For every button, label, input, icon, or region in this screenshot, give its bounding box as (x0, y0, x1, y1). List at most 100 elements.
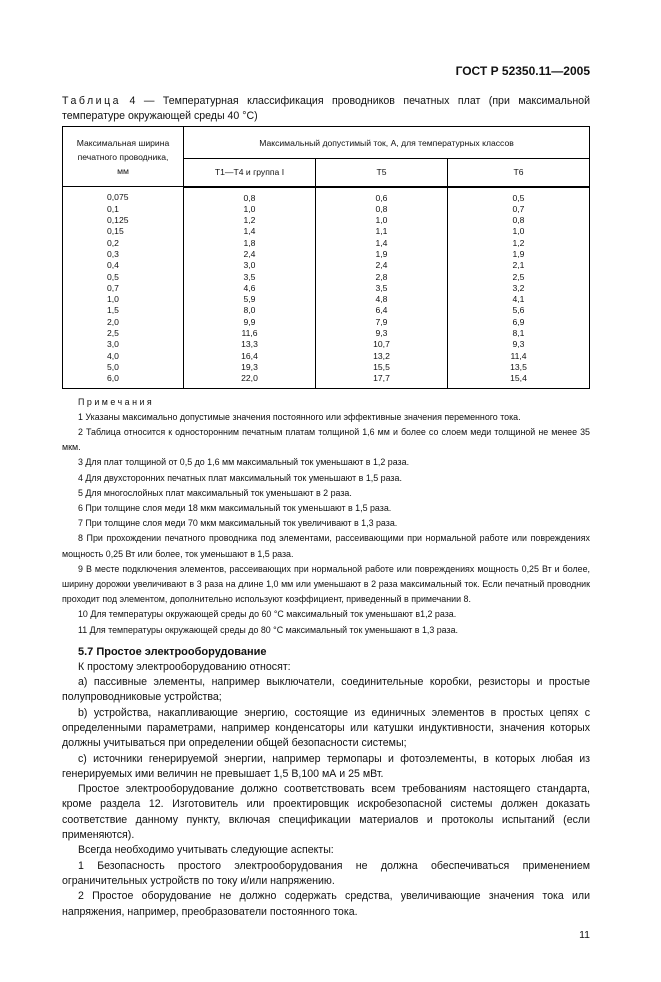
notes-title: Примечания (78, 396, 155, 407)
table-cell: 1,8 (183, 237, 316, 249)
table-cell: 1,2 (447, 237, 590, 249)
note-item: 1 Указаны максимально допустимые значени… (78, 411, 521, 422)
section-5-7: 5.7 Простое электрооборудование К просто… (62, 644, 590, 920)
table-row: 5,0 19,3 15,5 13,5 (62, 361, 590, 374)
table-row: 0,075 0,8 0,6 0,5 (62, 186, 590, 204)
table-cell: 4,1 (447, 294, 590, 306)
col-header-t5: Т5 (315, 158, 448, 188)
table-cell: 0,8 (183, 186, 316, 204)
table-cell: 6,4 (315, 305, 448, 317)
table-cell: 1,4 (315, 237, 448, 249)
note-item: 10 Для температуры окружающей среды до 6… (78, 609, 457, 620)
table-row: 4,0 16,4 13,2 11,4 (62, 350, 590, 362)
table-cell: 13,3 (183, 339, 316, 351)
section-title: 5.7 Простое электрооборудование (78, 645, 267, 658)
table-caption: Таблица 4 — Температурная классификация … (62, 94, 590, 124)
table-cell: 2,4 (183, 248, 316, 261)
section-paragraph: 2 Простое оборудование не должно содержа… (62, 890, 590, 918)
note-item: 2 Таблица относится к односторонним печа… (62, 426, 590, 453)
table-cell: 19,3 (183, 361, 316, 374)
section-paragraph: 1 Безопасность простого электрооборудова… (62, 859, 590, 887)
page-number: 11 (579, 928, 590, 941)
table-cell: 3,0 (62, 339, 184, 351)
table-cell: 1,9 (447, 248, 590, 261)
table-row: 1,5 8,0 6,4 5,6 (62, 305, 590, 317)
table-cell: 0,075 (62, 186, 184, 204)
table-row: 0,7 4,6 3,5 3,2 (62, 282, 590, 295)
table-cell: 0,5 (447, 186, 590, 204)
table-cell: 17,7 (315, 373, 448, 389)
table-cell: 13,2 (315, 350, 448, 362)
standard-header: ГОСТ Р 52350.11—2005 (455, 64, 590, 78)
table-cell: 4,6 (183, 282, 316, 295)
table-cell: 1,0 (183, 203, 316, 216)
table-row: 0,4 3,0 2,4 2,1 (62, 260, 590, 272)
table-cell: 2,0 (62, 316, 184, 329)
table-cell: 4,0 (62, 350, 184, 362)
table-cell: 13,5 (447, 361, 590, 374)
section-paragraph: b) устройства, накапливающие энергию, со… (62, 706, 590, 750)
table-cell: 2,5 (447, 271, 590, 283)
table-cell: 5,0 (62, 361, 184, 374)
table-row: 6,0 22,0 17,7 15,4 (62, 373, 590, 389)
table-cell: 3,2 (447, 282, 590, 295)
table-row: 0,15 1,4 1,1 1,0 (62, 226, 590, 238)
note-item: 5 Для многослойных плат максимальный ток… (78, 487, 352, 498)
section-paragraph: a) пассивные элементы, например выключат… (62, 676, 590, 704)
table-cell: 1,1 (315, 226, 448, 238)
table-cell: 4,8 (315, 294, 448, 306)
table-cell: 2,1 (447, 260, 590, 272)
table-cell: 8,0 (183, 305, 316, 317)
table-cell: 15,4 (447, 373, 590, 389)
table-cell: 9,3 (447, 339, 590, 351)
table-cell: 10,7 (315, 339, 448, 351)
note-item: 8 При прохождении печатного проводника п… (62, 533, 590, 559)
table-cell: 0,6 (315, 186, 448, 204)
table-cell: 5,6 (447, 305, 590, 317)
table-cell: 16,4 (183, 350, 316, 362)
table-cell: 2,4 (315, 260, 448, 272)
table-cell: 0,4 (62, 260, 184, 272)
note-item: 3 Для плат толщиной от 0,5 до 1,6 мм мак… (78, 457, 410, 468)
table-row: 2,5 11,6 9,3 8,1 (62, 328, 590, 340)
table-row: 0,2 1,8 1,4 1,2 (62, 237, 590, 249)
col-header-width: Максимальная ширина печатного проводника… (62, 126, 184, 187)
table-row: 3,0 13,3 10,7 9,3 (62, 339, 590, 351)
table-cell: 0,8 (447, 215, 590, 227)
table-cell: 0,15 (62, 226, 184, 238)
table-cell: 0,8 (315, 203, 448, 216)
note-item: 9 В месте подключения элементов, рассеив… (62, 563, 590, 605)
col-header-group: Максимальный допустимый ток, А, для темп… (183, 126, 590, 159)
table-cell: 0,3 (62, 248, 184, 261)
table-row: 0,125 1,2 1,0 0,8 (62, 215, 590, 227)
table-cell: 1,5 (62, 305, 184, 317)
table-cell: 6,9 (447, 316, 590, 329)
table-row: 1,0 5,9 4,8 4,1 (62, 294, 590, 306)
table-cell: 0,7 (447, 203, 590, 216)
table-row: 2,0 9,9 7,9 6,9 (62, 316, 590, 329)
table-cell: 9,9 (183, 316, 316, 329)
table-cell: 0,2 (62, 237, 184, 249)
table-cell: 9,3 (315, 328, 448, 340)
table-cell: 1,2 (183, 215, 316, 227)
caption-text: 4 — Температурная классификация проводни… (62, 95, 590, 122)
table-cell: 1,0 (315, 215, 448, 227)
table-cell: 1,0 (62, 294, 184, 306)
table-cell: 8,1 (447, 328, 590, 340)
note-item: 7 При толщине слоя меди 70 мкм максималь… (78, 518, 398, 529)
caption-label: Таблица (62, 95, 122, 107)
table-cell: 0,125 (62, 215, 184, 227)
table-cell: 3,5 (183, 271, 316, 283)
table-row: 0,3 2,4 1,9 1,9 (62, 248, 590, 261)
table-cell: 0,1 (62, 203, 184, 216)
table-cell: 1,9 (315, 248, 448, 261)
table-cell: 1,0 (447, 226, 590, 238)
note-item: 11 Для температуры окружающей среды до 8… (78, 624, 458, 635)
section-paragraph: Простое электрооборудование должно соотв… (62, 783, 590, 842)
table-cell: 22,0 (183, 373, 316, 389)
table-cell: 15,5 (315, 361, 448, 374)
table-cell: 0,7 (62, 282, 184, 295)
col-header-t1t4: Т1—Т4 и группа I (183, 158, 316, 188)
table-cell: 0,5 (62, 271, 184, 283)
